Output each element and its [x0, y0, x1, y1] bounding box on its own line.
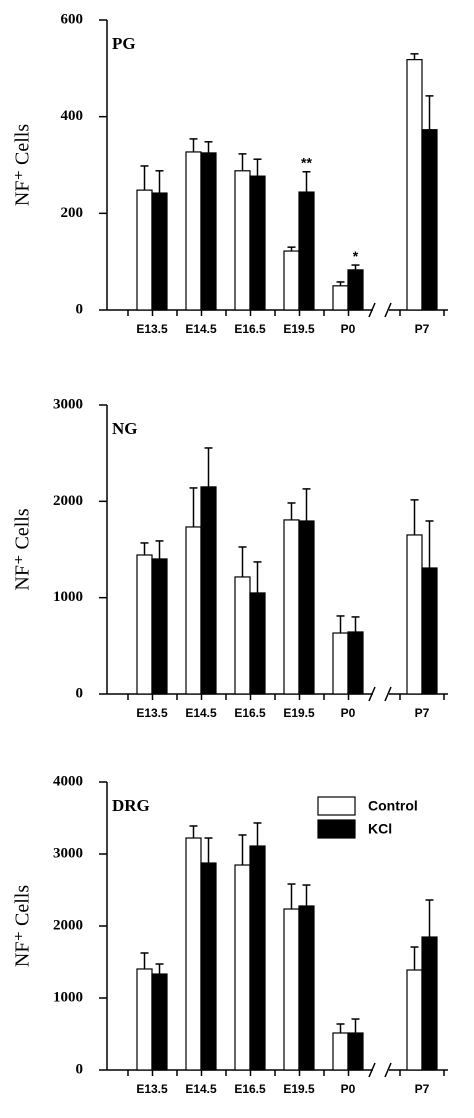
bar	[421, 567, 438, 695]
bar	[185, 837, 202, 1071]
y-axis-label: NF⁺ Cells	[12, 124, 34, 206]
significance: *	[353, 248, 359, 264]
panel-title: DRG	[112, 796, 150, 815]
bar	[406, 969, 423, 1071]
legend-swatch	[317, 796, 356, 816]
y-tick-label: 1000	[53, 589, 83, 605]
bar	[249, 845, 266, 1071]
bar	[151, 192, 168, 311]
bar	[234, 576, 251, 695]
bar	[283, 250, 300, 311]
bar	[347, 631, 364, 695]
bar	[421, 129, 438, 311]
y-tick-label: 4000	[53, 773, 83, 789]
x-tick-label: E14.5	[185, 1082, 217, 1096]
x-tick-label: E19.5	[283, 706, 315, 720]
bar	[421, 936, 438, 1071]
x-tick-label: E13.5	[136, 322, 168, 336]
y-tick-label: 0	[76, 301, 84, 317]
y-tick-label: 2000	[53, 493, 83, 509]
y-tick-label: 3000	[53, 845, 83, 861]
y-axis-label: NF⁺ Cells	[12, 508, 34, 590]
x-tick-label: E13.5	[136, 706, 168, 720]
bar	[185, 526, 202, 695]
bar	[151, 973, 168, 1071]
x-tick-label: E16.5	[234, 322, 266, 336]
bar	[332, 1032, 349, 1071]
x-tick-label: E19.5	[283, 1082, 315, 1096]
bar	[298, 905, 315, 1071]
x-tick-label: E16.5	[234, 1082, 266, 1096]
bar	[234, 170, 251, 311]
bar	[136, 189, 153, 311]
bar	[406, 59, 423, 311]
x-tick-label: E19.5	[283, 322, 315, 336]
bar	[347, 1032, 364, 1071]
axis-break	[368, 302, 392, 318]
bar	[332, 632, 349, 695]
y-tick-label: 3000	[53, 396, 83, 412]
x-tick-label: P7	[415, 322, 430, 336]
bar	[200, 152, 217, 311]
x-tick-label: E16.5	[234, 706, 266, 720]
y-tick-label: 200	[61, 205, 84, 221]
bar	[283, 908, 300, 1071]
legend-swatch	[317, 819, 356, 839]
bar	[136, 968, 153, 1071]
y-tick-label: 1000	[53, 989, 83, 1005]
axis-break	[368, 1062, 392, 1078]
x-tick-label: P0	[341, 706, 356, 720]
y-axis-label: NF⁺ Cells	[12, 885, 34, 967]
bar	[200, 486, 217, 695]
panel-title: NG	[112, 419, 138, 438]
x-tick-label: E14.5	[185, 706, 217, 720]
bar	[249, 592, 266, 695]
bar	[249, 175, 266, 311]
bar	[151, 558, 168, 695]
y-tick-label: 2000	[53, 917, 83, 933]
bar	[298, 191, 315, 311]
x-tick-label: E14.5	[185, 322, 217, 336]
x-tick-label: P0	[341, 1082, 356, 1096]
bar	[185, 151, 202, 311]
bar	[298, 520, 315, 695]
panel-title: PG	[112, 34, 136, 53]
y-tick-label: 400	[61, 108, 84, 124]
bar	[136, 554, 153, 695]
bar	[332, 285, 349, 311]
y-tick-label: 600	[61, 11, 84, 27]
x-tick-label: P7	[415, 706, 430, 720]
bar	[406, 534, 423, 695]
y-tick-label: 0	[76, 685, 84, 701]
x-tick-label: P7	[415, 1082, 430, 1096]
bar	[283, 519, 300, 695]
axis-break	[368, 686, 392, 702]
legend-label: KCl	[368, 821, 392, 837]
significance: **	[301, 154, 312, 170]
y-tick-label: 0	[76, 1061, 84, 1077]
x-tick-label: E13.5	[136, 1082, 168, 1096]
x-tick-label: P0	[341, 322, 356, 336]
bar	[234, 864, 251, 1071]
bar	[200, 862, 217, 1071]
bar	[347, 269, 364, 311]
legend-label: Control	[368, 798, 418, 814]
